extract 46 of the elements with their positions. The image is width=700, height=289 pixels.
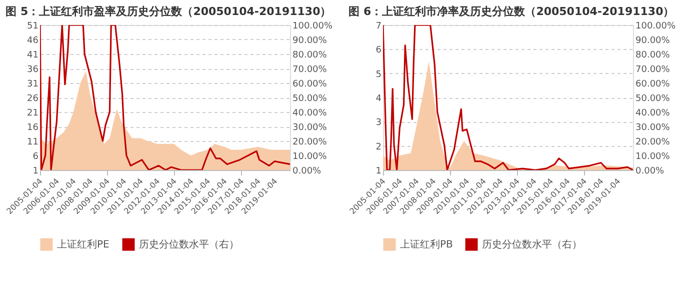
y-tick-label: 46 [27, 36, 39, 46]
y-tick-label: 7 [376, 22, 382, 32]
y2-tick-label: 20.00% [636, 138, 670, 148]
y2-tick-label: 40.00% [292, 108, 328, 118]
y2-tick-label: 50.00% [292, 94, 328, 104]
y-tick-label: 36 [27, 65, 39, 75]
y-tick-label: 11 [27, 138, 38, 148]
y-tick-label: 6 [376, 46, 382, 56]
y-tick-label: 31 [27, 80, 38, 90]
y2-tick-label: 70.00% [636, 65, 670, 75]
y-tick-label: 26 [27, 94, 39, 104]
y2-tick-label: 40.00% [636, 108, 670, 118]
y2-tick-label: 90.00% [636, 36, 670, 46]
chart-title: 图 5：上证红利市盈率及历史分位数（20050104-20191130） [6, 5, 332, 18]
y-tick-label: 1 [32, 166, 38, 176]
legend-label: 上证红利PE [57, 238, 110, 251]
y2-tick-label: 80.00% [636, 50, 670, 60]
legend-label: 上证红利PB [400, 238, 454, 251]
y2-tick-label: 20.00% [292, 138, 328, 148]
y2-tick-label: 30.00% [636, 123, 670, 133]
y-tick-label: 5 [376, 70, 382, 80]
y-tick-label: 21 [27, 108, 38, 118]
y2-tick-label: 0.00% [636, 166, 665, 176]
y-tick-label: 3 [376, 118, 382, 128]
y-tick-label: 51 [27, 22, 38, 32]
y2-tick-label: 10.00% [292, 152, 328, 162]
y2-tick-label: 30.00% [292, 123, 328, 133]
y2-tick-label: 60.00% [636, 80, 670, 90]
y-tick-label: 16 [27, 123, 39, 133]
y2-tick-label: 60.00% [292, 80, 328, 90]
y2-tick-label: 10.00% [636, 152, 670, 162]
legend-label: 历史分位数水平（右） [139, 238, 239, 251]
y2-tick-label: 70.00% [292, 65, 328, 75]
chart-title: 图 6：上证红利市净率及历史分位数（20050104-20191130） [348, 5, 674, 18]
y-tick-label: 41 [27, 50, 38, 60]
y2-tick-label: 100.00% [292, 22, 333, 32]
y-tick-label: 6 [32, 152, 39, 162]
y2-tick-label: 80.00% [292, 50, 328, 60]
y2-tick-label: 100.00% [636, 22, 676, 32]
y-tick-label: 1 [376, 166, 382, 176]
y-tick-label: 4 [376, 94, 382, 104]
legend-label: 历史分位数水平（右） [482, 238, 582, 251]
y2-tick-label: 0.00% [292, 166, 322, 176]
y-tick-label: 2 [376, 142, 382, 152]
y2-tick-label: 90.00% [292, 36, 328, 46]
y2-tick-label: 50.00% [636, 94, 670, 104]
